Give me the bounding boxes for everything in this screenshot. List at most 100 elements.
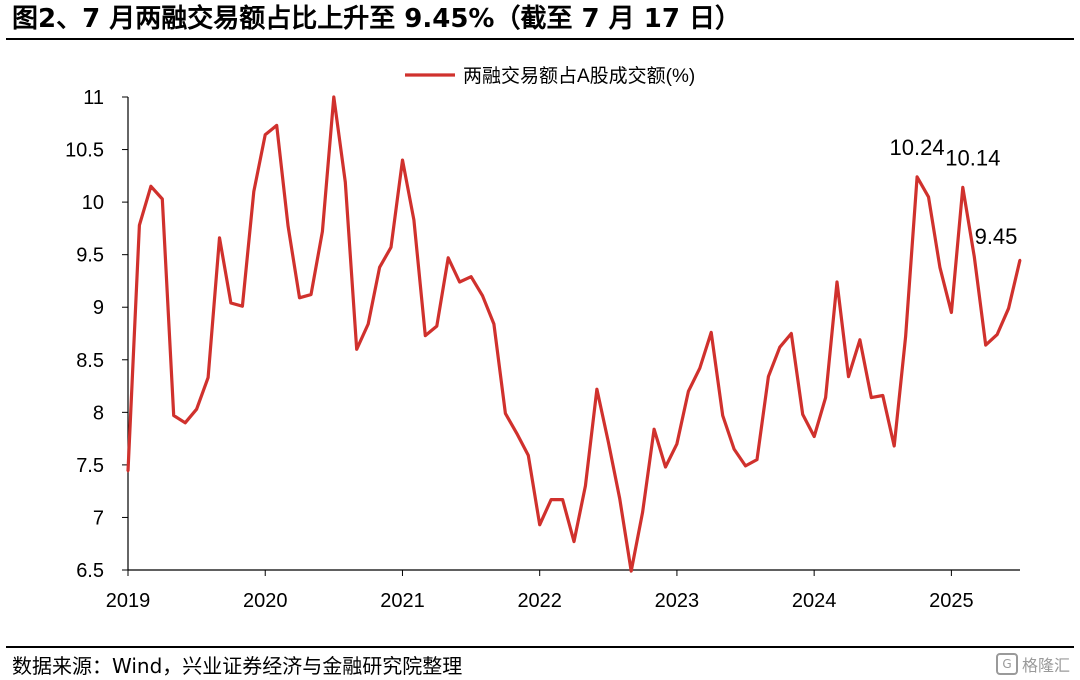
x-tick-label: 2019 <box>106 590 151 612</box>
data-point <box>412 218 416 222</box>
data-point <box>778 345 782 349</box>
data-point <box>527 454 530 457</box>
data-point <box>881 394 884 397</box>
data-point <box>504 412 507 415</box>
data-point <box>732 447 736 451</box>
data-point <box>298 296 301 299</box>
data-point <box>481 294 484 297</box>
page-title: 图2、7 月两融交易额占比上升至 9.45%（截至 7 月 17 日） <box>12 4 741 34</box>
data-point <box>561 498 564 501</box>
data-point <box>424 334 427 337</box>
y-tick-label: 10 <box>82 192 104 214</box>
data-point <box>401 158 404 162</box>
data-point <box>664 465 667 469</box>
data-point <box>264 133 267 137</box>
data-point <box>790 332 793 335</box>
y-tick-label: 11 <box>83 87 104 109</box>
y-tick-label: 10.5 <box>65 140 104 162</box>
data-point <box>435 324 438 328</box>
data-point <box>1007 307 1010 310</box>
y-tick-label: 7 <box>93 507 104 529</box>
y-tick-label: 8 <box>93 402 104 424</box>
data-point <box>218 236 221 240</box>
data-point <box>961 186 965 189</box>
y-tick-label: 9 <box>93 297 104 319</box>
data-point <box>995 333 999 336</box>
data-point <box>835 280 839 284</box>
data-point <box>584 484 587 488</box>
data-point <box>172 414 175 417</box>
data-point <box>950 311 953 314</box>
data-point <box>321 230 324 233</box>
x-tick-label: 2025 <box>929 590 974 612</box>
data-point <box>492 322 496 326</box>
legend-label: 两融交易额占A股成交额(%) <box>463 65 695 87</box>
data-point <box>698 366 701 370</box>
data-point <box>206 376 210 379</box>
watermark-logo-icon: G <box>995 653 1018 675</box>
y-tick-label: 9.5 <box>76 245 104 267</box>
data-point <box>286 225 290 228</box>
data-point <box>927 195 930 199</box>
data-point <box>241 304 244 308</box>
data-point <box>355 348 358 351</box>
data-label: 9.45 <box>975 224 1018 249</box>
data-point <box>332 95 336 99</box>
data-point <box>652 427 656 431</box>
data-point <box>344 180 347 184</box>
data-point <box>549 498 553 501</box>
data-point <box>595 388 599 391</box>
data-label: 10.14 <box>945 145 1000 170</box>
data-point <box>572 540 576 543</box>
data-point <box>824 396 827 399</box>
data-point <box>904 335 907 338</box>
data-point <box>629 569 633 573</box>
data-point <box>938 266 942 269</box>
source-note: 数据来源：Wind，兴业证券经济与金融研究院整理 <box>12 654 463 678</box>
data-point <box>675 442 679 446</box>
line-chart: 6.5 7 7.5 8 8.5 9 9.5 10 10.5 11 2019 2020 2021 2022 2… <box>65 65 1022 612</box>
data-point <box>847 375 850 378</box>
data-point <box>801 413 804 416</box>
data-point <box>858 338 862 342</box>
data-point <box>389 246 393 249</box>
data-point <box>275 124 278 127</box>
y-tick-label: 6.5 <box>76 560 104 582</box>
x-tick-label: 2023 <box>655 590 700 612</box>
data-point <box>458 280 461 284</box>
chart-container: 6.5 7 7.5 8 8.5 9 9.5 10 10.5 11 2019 2020 2021 2022 2… <box>0 40 1080 645</box>
data-point <box>767 375 770 378</box>
x-tick-label: 2021 <box>380 590 425 612</box>
data-point <box>1018 258 1022 262</box>
y-tick-label: 7.5 <box>76 455 104 477</box>
y-tick-label: 8.5 <box>76 350 104 372</box>
data-point <box>229 301 233 305</box>
data-point <box>618 497 621 500</box>
data-point <box>183 421 187 425</box>
data-point <box>893 444 896 448</box>
x-tick-label: 2022 <box>517 590 562 612</box>
data-point <box>515 432 519 435</box>
x-tick-label: 2020 <box>243 590 288 612</box>
data-point <box>812 435 816 438</box>
data-point <box>149 185 153 188</box>
data-point <box>755 458 759 461</box>
data-point <box>710 331 713 334</box>
data-point <box>973 255 976 258</box>
footer-divider <box>6 646 1074 648</box>
data-point <box>447 256 450 260</box>
data-point <box>607 440 610 443</box>
data-point <box>138 224 141 227</box>
data-point <box>870 396 873 399</box>
data-label: 10.24 <box>890 135 945 160</box>
data-point <box>538 523 541 527</box>
data-point <box>721 414 724 417</box>
data-point <box>469 275 473 278</box>
data-point <box>252 190 255 193</box>
data-point <box>195 407 198 411</box>
data-point <box>744 464 747 468</box>
data-point <box>309 293 313 296</box>
x-tick-label: 2024 <box>792 590 837 612</box>
data-point <box>126 469 130 473</box>
data-point <box>687 390 690 393</box>
